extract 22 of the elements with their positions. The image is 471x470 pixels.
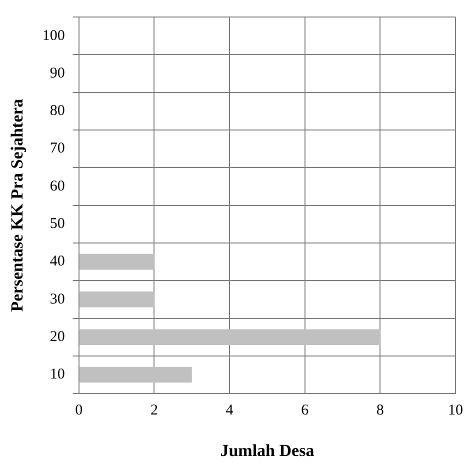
y-axis-title: Persentase KK Pra Sejahtera (8, 98, 27, 312)
x-tick-label: 10 (448, 402, 463, 419)
bar (79, 292, 154, 308)
x-tick-label: 8 (376, 402, 384, 419)
y-tick-label: 70 (50, 140, 65, 157)
y-tick-label: 50 (50, 216, 65, 232)
y-tick-label: 30 (50, 291, 65, 308)
bar (79, 254, 154, 270)
x-tick-label: 6 (301, 402, 310, 419)
y-tick-label: 10 (50, 366, 65, 383)
x-tick-label: 0 (75, 402, 83, 419)
y-tick-label: 100 (42, 28, 65, 44)
x-tick-label: 2 (150, 402, 158, 419)
y-tick-label: 40 (50, 254, 65, 270)
x-axis-title: Jumlah Desa (220, 441, 315, 460)
x-tick-label: 4 (226, 402, 234, 419)
y-tick-label: 90 (50, 65, 65, 82)
y-tick-label: 60 (50, 178, 65, 194)
bar (79, 329, 380, 346)
y-tick-label: 20 (50, 329, 65, 346)
bar (79, 366, 192, 383)
y-tick-label: 80 (50, 103, 65, 120)
